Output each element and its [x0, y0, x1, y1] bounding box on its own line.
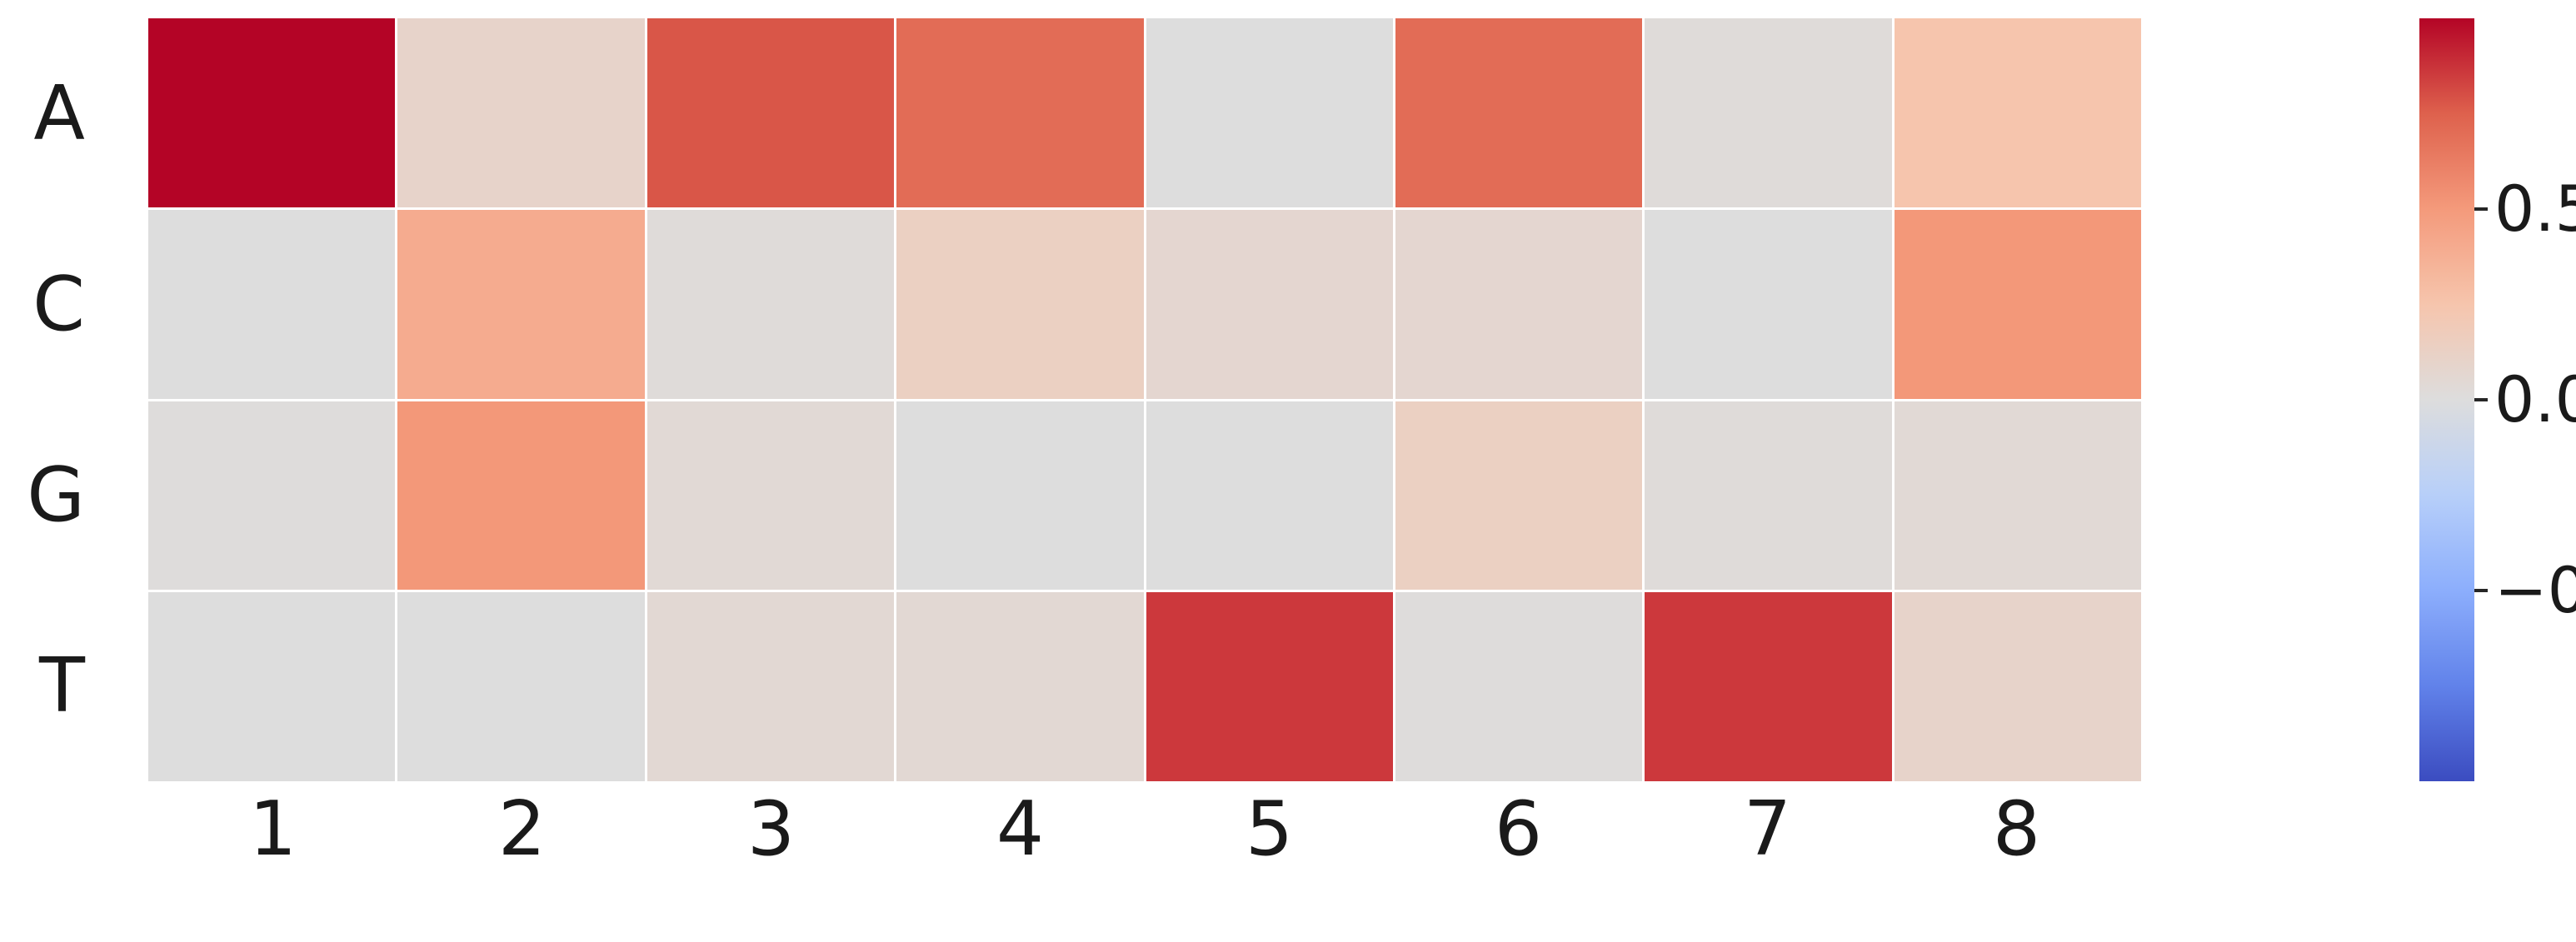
y-tick-label: A: [33, 69, 85, 157]
heatmap-cell: [397, 592, 645, 781]
heatmap-cell: [397, 18, 645, 207]
heatmap-cell: [646, 592, 895, 781]
heatmap-cell: [397, 401, 645, 591]
heatmap-cell: [646, 401, 895, 591]
heatmap-cell: [148, 18, 396, 207]
heatmap-cell: [896, 401, 1144, 591]
x-tick-label: 2: [497, 785, 547, 873]
colorbar-tick-label: −0.5: [2494, 553, 2576, 627]
heatmap-cell: [148, 209, 396, 399]
x-tick-label: 1: [248, 785, 297, 873]
colorbar-tick-label: 0.5: [2494, 172, 2576, 246]
heatmap-cell: [1395, 592, 1643, 781]
x-axis-labels: 1 2 3 4 5 6 7 8: [148, 788, 2141, 905]
x-tick-label: 3: [746, 785, 796, 873]
heatmap-cell: [148, 592, 396, 781]
heatmap-cell: [1146, 592, 1393, 781]
y-axis-labels: A C G T: [0, 18, 108, 781]
heatmap-cell: [1894, 209, 2141, 399]
heatmap-cell: [1894, 401, 2141, 591]
heatmap-cell: [646, 209, 895, 399]
heatmap-cell: [148, 401, 396, 591]
heatmap-cell: [1146, 209, 1393, 399]
heatmap-cell: [1645, 209, 1892, 399]
heatmap-cell: [646, 18, 895, 207]
x-tick-label: 7: [1743, 785, 1792, 873]
y-tick-label: T: [39, 641, 85, 730]
heatmap-cell: [1395, 401, 1643, 591]
x-tick-label: 6: [1494, 785, 1543, 873]
y-tick-label: C: [32, 260, 85, 348]
x-tick-label: 5: [1245, 785, 1294, 873]
colorbar-tick-mark: [2474, 398, 2488, 401]
heatmap-cell: [1645, 18, 1892, 207]
colorbar: [2419, 18, 2474, 781]
heatmap-grid: [148, 18, 2141, 781]
heatmap-cell: [1395, 18, 1643, 207]
heatmap-cell: [896, 209, 1144, 399]
y-tick-label: G: [27, 451, 85, 539]
heatmap-cell: [1645, 401, 1892, 591]
heatmap-cell: [1894, 18, 2141, 207]
heatmap-cell: [896, 592, 1144, 781]
x-tick-label: 4: [996, 785, 1045, 873]
colorbar-tick-label: 0.0: [2494, 362, 2576, 436]
heatmap-cell: [397, 209, 645, 399]
heatmap-cell: [896, 18, 1144, 207]
heatmap-cell: [1645, 592, 1892, 781]
heatmap-cell: [1146, 18, 1393, 207]
heatmap-cell: [1146, 401, 1393, 591]
heatmap-cell: [1395, 209, 1643, 399]
colorbar-tick-mark: [2474, 207, 2488, 211]
colorbar-tick-mark: [2474, 589, 2488, 592]
heatmap-cell: [1894, 592, 2141, 781]
x-tick-label: 8: [1992, 785, 2041, 873]
colorbar-tick-labels: 0.5 0.0 −0.5: [2474, 18, 2576, 781]
